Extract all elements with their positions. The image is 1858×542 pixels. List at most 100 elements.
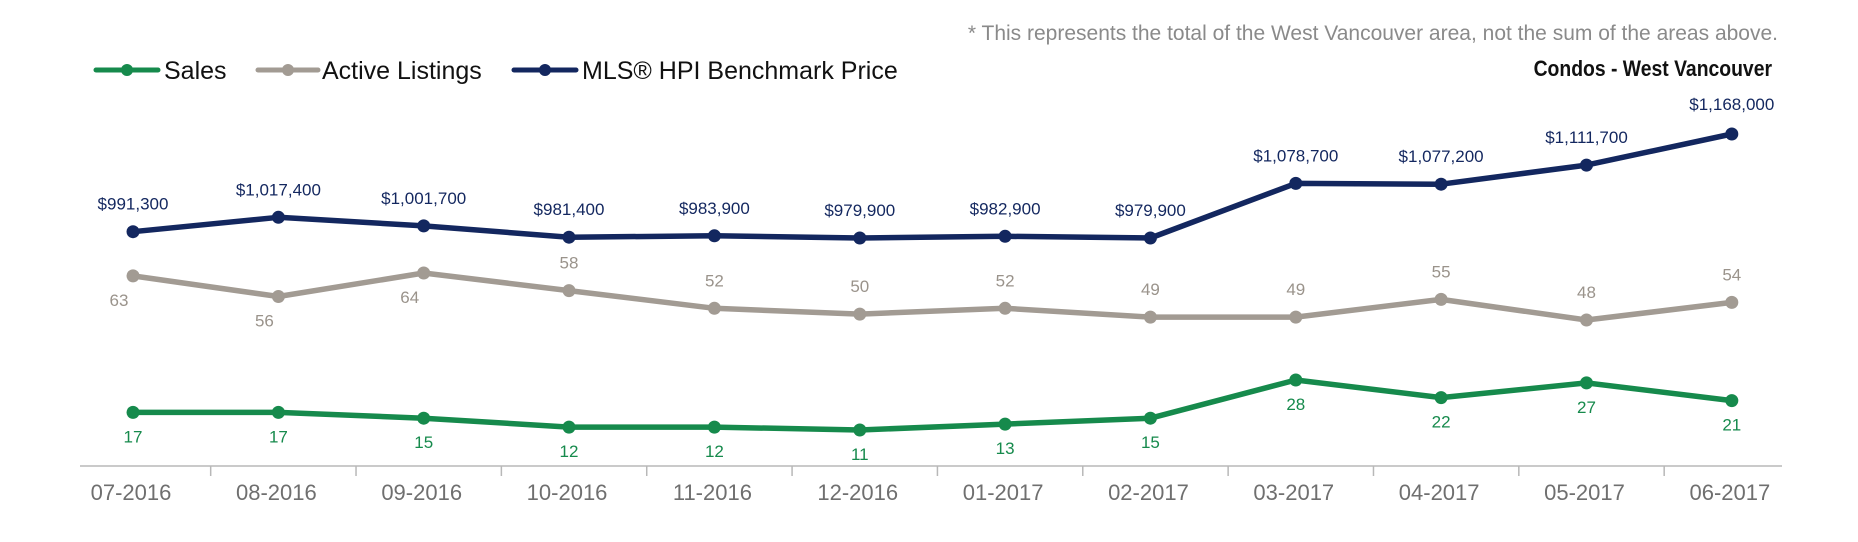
data-label-benchmark-price: $1,017,400 <box>236 180 321 199</box>
data-label-active-listings: 49 <box>1141 280 1160 299</box>
legend-label-benchmark-price: MLS® HPI Benchmark Price <box>582 57 898 85</box>
data-point-sales[interactable] <box>998 417 1012 431</box>
series-active-listings: 63 56 64 58 52 50 52 49 49 55 48 54 <box>110 254 1742 331</box>
x-tick-label: 08-2016 <box>236 480 317 505</box>
data-point-benchmark-price[interactable] <box>271 210 285 224</box>
series-line-sales <box>130 377 1735 433</box>
data-point-active-listings[interactable] <box>998 301 1012 315</box>
data-point-sales[interactable] <box>707 420 721 434</box>
chart-subtitle: Condos - West Vancouver <box>1534 57 1772 81</box>
x-tick-label: 11-2016 <box>673 480 752 505</box>
data-point-active-listings[interactable] <box>1143 310 1157 324</box>
data-label-sales: 17 <box>269 427 288 446</box>
data-point-active-listings[interactable] <box>417 266 431 280</box>
data-point-sales[interactable] <box>562 420 576 434</box>
data-label-benchmark-price: $979,900 <box>824 201 895 220</box>
x-tick-label: 10-2016 <box>527 480 608 505</box>
data-point-benchmark-price[interactable] <box>1289 176 1303 190</box>
data-label-sales: 21 <box>1722 416 1741 435</box>
data-point-active-listings[interactable] <box>562 284 576 298</box>
data-point-active-listings[interactable] <box>271 290 285 303</box>
data-point-sales[interactable] <box>1580 376 1593 390</box>
data-point-sales[interactable] <box>1434 391 1448 405</box>
series-sales: 17 17 15 12 12 11 13 15 28 22 27 21 <box>124 373 1741 464</box>
legend-marker-sales <box>121 64 133 76</box>
data-label-benchmark-price: $982,900 <box>970 199 1041 218</box>
data-point-sales[interactable] <box>1143 411 1157 425</box>
data-label-active-listings: 63 <box>110 291 129 310</box>
data-label-sales: 13 <box>996 439 1015 458</box>
data-label-benchmark-price: $981,400 <box>534 200 605 219</box>
x-tick-label: 02-2017 <box>1108 480 1189 505</box>
plot-area: 17 17 15 12 12 11 13 15 28 22 27 21 63 56 64 58 52 50 52 49… <box>98 95 1775 464</box>
data-point-sales[interactable] <box>853 423 867 437</box>
data-label-benchmark-price: $1,111,700 <box>1545 128 1628 147</box>
legend-label-sales: Sales <box>164 57 227 85</box>
data-point-active-listings[interactable] <box>126 269 140 283</box>
data-label-active-listings: 48 <box>1577 283 1596 302</box>
data-point-benchmark-price[interactable] <box>562 230 576 244</box>
x-tick-label: 07-2016 <box>91 480 172 505</box>
x-tick-label: 09-2016 <box>381 480 462 505</box>
data-label-benchmark-price: $1,078,700 <box>1253 146 1338 165</box>
data-label-sales: 22 <box>1432 413 1451 432</box>
data-point-active-listings[interactable] <box>707 301 721 315</box>
data-point-sales[interactable] <box>126 405 140 419</box>
data-label-active-listings: 52 <box>705 271 724 290</box>
data-label-active-listings: 50 <box>850 277 869 296</box>
data-label-sales: 15 <box>1141 433 1160 452</box>
data-point-benchmark-price[interactable] <box>417 219 431 233</box>
data-label-active-listings: 58 <box>560 254 579 273</box>
data-point-benchmark-price[interactable] <box>126 225 140 239</box>
data-label-sales: 28 <box>1286 395 1305 414</box>
data-label-active-listings: 56 <box>255 312 274 331</box>
data-label-sales: 12 <box>560 442 579 461</box>
x-axis: 07-2016 08-2016 09-2016 10-2016 11-2016 12-20… <box>80 465 1782 505</box>
x-tick-label: 12-2016 <box>817 480 898 505</box>
data-point-benchmark-price[interactable] <box>1434 177 1448 191</box>
data-point-benchmark-price[interactable] <box>1580 158 1593 172</box>
data-label-benchmark-price: $1,168,000 <box>1689 95 1774 114</box>
data-label-benchmark-price: $991,300 <box>98 195 169 214</box>
data-label-sales: 17 <box>124 427 143 446</box>
data-label-active-listings: 54 <box>1722 265 1741 284</box>
legend-item-sales[interactable]: Sales <box>93 57 227 85</box>
data-label-sales: 15 <box>414 433 433 452</box>
data-point-benchmark-price[interactable] <box>1725 127 1739 141</box>
data-point-sales[interactable] <box>271 405 285 419</box>
data-label-sales: 11 <box>851 445 869 464</box>
legend-item-active-listings[interactable]: Active Listings <box>255 57 482 85</box>
data-point-benchmark-price[interactable] <box>707 229 721 243</box>
data-point-sales[interactable] <box>417 411 431 425</box>
x-tick-label: 03-2017 <box>1253 480 1334 505</box>
series-benchmark-price: $991,300 $1,017,400 $1,001,700 $981,400 $983… <box>98 95 1774 245</box>
data-label-benchmark-price: $979,900 <box>1115 201 1186 220</box>
series-line-benchmark-price <box>130 131 1735 241</box>
data-point-active-listings[interactable] <box>1434 292 1448 306</box>
data-point-benchmark-price[interactable] <box>1143 231 1157 245</box>
data-label-active-listings: 55 <box>1432 262 1451 281</box>
data-point-sales[interactable] <box>1725 394 1739 408</box>
data-point-active-listings[interactable] <box>1580 313 1593 327</box>
data-point-benchmark-price[interactable] <box>998 229 1012 243</box>
data-point-active-listings[interactable] <box>1289 310 1303 324</box>
data-point-sales[interactable] <box>1289 373 1303 387</box>
data-label-sales: 27 <box>1577 398 1596 417</box>
data-point-active-listings[interactable] <box>1725 295 1739 309</box>
legend-item-benchmark-price[interactable]: MLS® HPI Benchmark Price <box>511 57 898 85</box>
x-tick-label: 06-2017 <box>1689 480 1770 505</box>
legend: Sales Active Listings MLS® HPI Benchmark… <box>93 57 898 85</box>
data-label-benchmark-price: $1,077,200 <box>1399 147 1484 166</box>
x-tick-label: 01-2017 <box>963 480 1044 505</box>
data-label-benchmark-price: $983,900 <box>679 199 750 218</box>
legend-label-active-listings: Active Listings <box>322 57 482 85</box>
data-label-active-listings: 52 <box>996 271 1015 290</box>
data-label-active-listings: 49 <box>1286 280 1305 299</box>
legend-marker-active-listings <box>282 64 294 76</box>
footnote: * This represents the total of the West … <box>968 22 1778 45</box>
data-point-active-listings[interactable] <box>853 307 867 321</box>
data-point-benchmark-price[interactable] <box>853 231 867 245</box>
data-label-sales: 12 <box>705 442 724 461</box>
data-label-benchmark-price: $1,001,700 <box>381 189 466 208</box>
